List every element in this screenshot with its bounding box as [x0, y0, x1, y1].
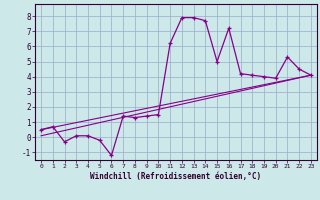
X-axis label: Windchill (Refroidissement éolien,°C): Windchill (Refroidissement éolien,°C): [91, 172, 261, 181]
